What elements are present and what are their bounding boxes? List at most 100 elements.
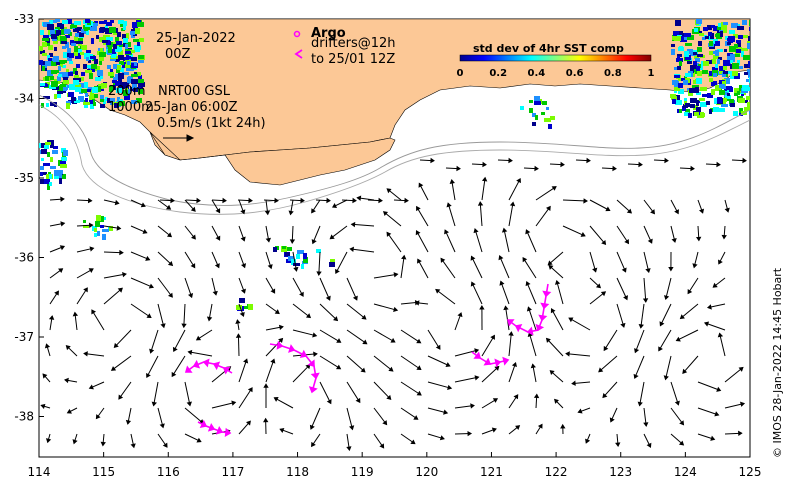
velocity-arrow xyxy=(346,303,367,320)
sst-cell xyxy=(123,90,128,96)
sst-cell xyxy=(113,64,118,69)
sst-cell xyxy=(54,47,57,51)
velocity-arrowhead xyxy=(118,394,124,400)
sst-cell xyxy=(115,59,120,62)
sst-cell xyxy=(131,74,138,77)
velocity-arrow xyxy=(292,303,311,318)
velocity-arrowhead xyxy=(167,261,174,267)
sst-cell xyxy=(100,48,103,51)
sst-cell xyxy=(712,67,718,72)
velocity-arrowhead xyxy=(100,441,106,447)
sst-cell xyxy=(723,66,727,70)
sst-cell xyxy=(109,86,113,92)
velocity-arrowhead xyxy=(554,398,559,404)
sst-cell xyxy=(697,54,703,57)
sst-cell xyxy=(674,36,681,41)
sst-cell xyxy=(47,55,50,60)
sst-cell xyxy=(60,36,66,41)
sst-cell xyxy=(104,20,107,24)
velocity-arrowhead xyxy=(95,414,101,420)
velocity-arrowhead xyxy=(511,361,517,368)
sst-cell xyxy=(75,33,82,37)
velocity-arrowhead xyxy=(615,442,621,448)
sst-cell xyxy=(534,101,541,105)
velocity-arrowhead xyxy=(568,317,574,323)
velocity-arrowhead xyxy=(494,365,500,371)
velocity-arrowhead xyxy=(508,331,514,336)
velocity-arrowhead xyxy=(739,401,746,407)
velocity-arrowhead xyxy=(592,267,598,273)
sst-cell xyxy=(748,61,750,67)
sst-cell xyxy=(48,45,53,50)
product-label: NRT00 GSL xyxy=(158,84,231,99)
velocity-arrowhead xyxy=(695,236,702,242)
sst-patches xyxy=(39,19,750,311)
velocity-arrow xyxy=(481,366,500,383)
sst-cell xyxy=(136,98,142,103)
velocity-arrowhead xyxy=(382,211,389,216)
velocity-arrow xyxy=(704,322,726,331)
sst-cell xyxy=(47,152,50,157)
velocity-arrow xyxy=(659,303,672,326)
sst-cell xyxy=(747,43,750,49)
sst-cell xyxy=(99,21,104,24)
sst-cell xyxy=(45,76,49,81)
sst-cell xyxy=(105,97,108,101)
sst-cell xyxy=(723,90,729,93)
velocity-arrow xyxy=(526,281,537,305)
sst-cell xyxy=(62,90,66,93)
velocity-arrowhead xyxy=(716,386,722,392)
sst-cell xyxy=(735,54,740,57)
velocity-arrowhead xyxy=(643,422,649,427)
velocity-arrowhead xyxy=(89,246,95,252)
velocity-arrowhead xyxy=(692,263,698,269)
sst-cell xyxy=(683,80,688,85)
sst-cell xyxy=(709,109,712,114)
velocity-arrow xyxy=(525,229,537,253)
velocity-arrowhead xyxy=(142,228,148,234)
sst-cell xyxy=(236,305,242,310)
sst-cell xyxy=(59,178,62,184)
sst-cell xyxy=(138,79,144,83)
velocity-arrowhead xyxy=(279,427,285,434)
sst-cell xyxy=(131,100,137,104)
sst-cell xyxy=(693,61,697,65)
velocity-arrow xyxy=(427,381,452,389)
sst-cell xyxy=(61,29,65,35)
colorbar-title: std dev of 4hr SST comp xyxy=(473,42,624,55)
sst-cell xyxy=(78,49,82,53)
sst-cell xyxy=(63,80,69,84)
velocity-arrowhead xyxy=(457,312,463,318)
velocity-arrowhead xyxy=(274,197,279,204)
sst-cell xyxy=(71,24,77,28)
velocity-arrowhead xyxy=(503,305,509,311)
sst-cell xyxy=(61,157,67,161)
velocity-arrow xyxy=(183,303,186,328)
velocity-arrow xyxy=(373,329,396,343)
sst-cell xyxy=(57,35,61,41)
sst-cell xyxy=(535,115,538,120)
velocity-arrow xyxy=(500,281,510,305)
sst-cell xyxy=(742,85,749,91)
sst-cell xyxy=(695,58,700,62)
velocity-arrowhead xyxy=(316,271,322,276)
velocity-arrowhead xyxy=(663,375,669,381)
velocity-arrowhead xyxy=(738,430,743,436)
sst-cell xyxy=(100,27,105,32)
velocity-arrow xyxy=(319,355,341,370)
sst-cell xyxy=(137,72,141,76)
sst-cell xyxy=(520,106,524,110)
sst-cell xyxy=(85,19,90,23)
sst-cell xyxy=(671,44,675,47)
sst-cell xyxy=(685,103,690,107)
velocity-arrowhead xyxy=(243,358,249,364)
sst-cell xyxy=(690,104,695,108)
sst-cell xyxy=(66,103,70,109)
drifter-arrowhead xyxy=(199,419,208,428)
sst-cell xyxy=(729,46,736,52)
velocity-arrowhead xyxy=(525,281,531,287)
velocity-arrowhead xyxy=(742,157,747,164)
sst-cell xyxy=(100,225,104,228)
velocity-arrowhead xyxy=(443,409,449,415)
y-tick-label: -37 xyxy=(14,330,34,344)
